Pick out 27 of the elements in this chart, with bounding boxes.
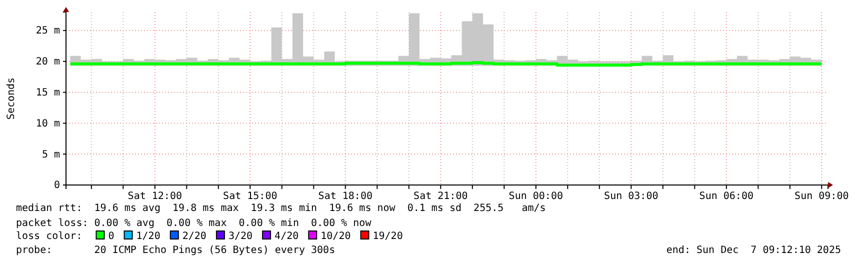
x-tick-label: Sat 15:00: [223, 191, 278, 202]
text: median rtt: 19.6 ms avg 19.8 ms max 19.3 ms min 19.6 ms now 0.1 ms sd 255.5 am/s: [16, 203, 546, 214]
y-tick-label: 25 m: [36, 26, 60, 37]
text: packet loss: 0.00 % avg 0.00 % max 0.00 % min 0.00 % now: [16, 218, 372, 229]
y-tick-label: 5 m: [42, 149, 60, 160]
legend-label: 1/20: [136, 231, 160, 242]
legend-label: 19/20: [372, 231, 403, 242]
y-tick-label: 20 m: [36, 56, 60, 68]
x-tick-label: Sat 12:00: [128, 191, 182, 202]
legend-label: 3/20: [228, 231, 253, 242]
y-tick-label: 0: [54, 180, 60, 192]
text: end: Sun Dec 7 09:12:10 2025: [666, 245, 841, 256]
x-tick-label: Sun 03:00: [604, 191, 658, 202]
text: probe: 20 ICMP Echo Pings (56 Bytes) every 300s: [16, 245, 336, 256]
y-axis-title: Seconds: [6, 77, 17, 120]
x-tick-label: Sat 18:00: [318, 191, 372, 202]
legend-label: 4/20: [274, 231, 299, 242]
x-tick-label: Sat 21:00: [414, 191, 468, 202]
legend-label: 0: [108, 231, 114, 242]
y-tick-label: 10 m: [36, 118, 60, 130]
legend-title: loss color:: [16, 231, 82, 242]
x-tick-label: Sun 00:00: [508, 191, 563, 202]
x-tick-label: Sun 09:00: [794, 191, 849, 202]
y-tick-label: 15 m: [36, 88, 60, 99]
legend-label: 10/20: [320, 231, 351, 242]
x-tick-label: Sun 06:00: [699, 191, 754, 202]
legend-label: 2/20: [182, 231, 206, 242]
